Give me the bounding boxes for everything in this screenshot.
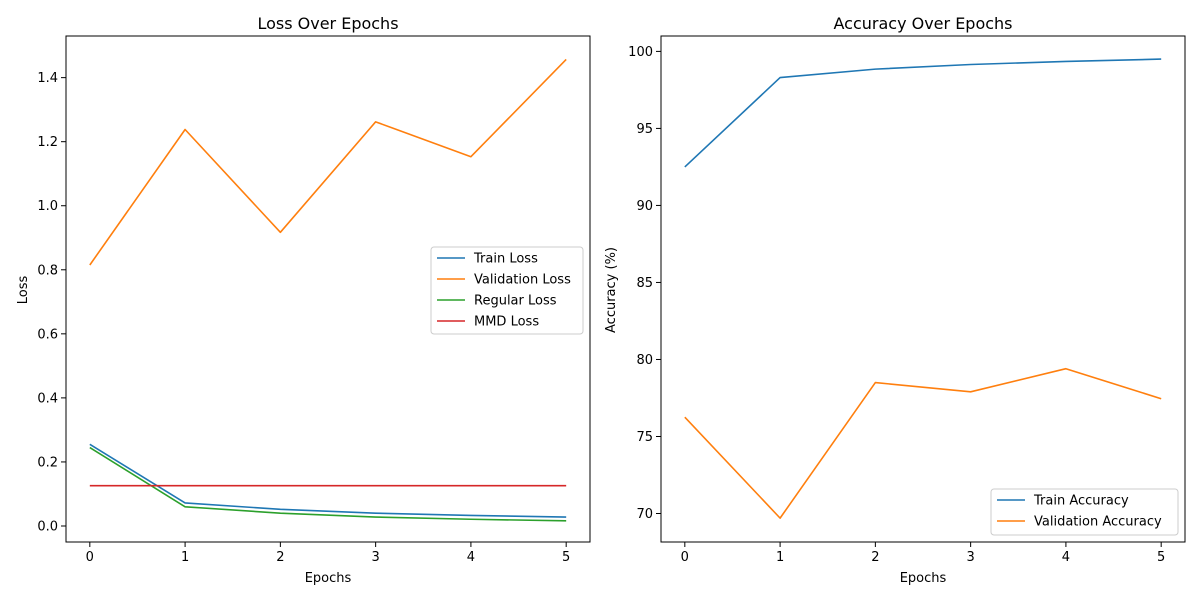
y-tick-label: 0.2 [37,455,58,470]
accuracy-chart-xlabel: Epochs [900,571,947,586]
y-tick-label: 1.0 [37,199,58,214]
y-tick-label: 70 [636,507,653,522]
series-line-validation-loss [89,58,567,266]
y-tick-label: 90 [636,199,653,214]
y-tick-label: 1.4 [37,71,58,86]
legend-box [990,488,1179,536]
y-tick-label: 95 [636,122,653,137]
loss-chart-series [89,58,567,522]
x-tick-label: 4 [1062,550,1070,565]
loss-chart-ylabel: Loss [16,276,31,305]
x-tick-label: 5 [562,550,570,565]
loss-chart-y-ticks: 0.0 0.2 0.4 0.6 0.8 1.0 1.2 1.4 [37,71,66,534]
series-line-validation-accuracy [684,367,1162,519]
legend-label: Validation Accuracy [1034,515,1162,530]
legend-label: Validation Loss [474,273,571,288]
loss-chart-title: Loss Over Epochs [257,14,398,33]
accuracy-chart-title: Accuracy Over Epochs [833,14,1012,33]
loss-chart-x-ticks: 0 1 2 3 4 5 [86,542,570,565]
accuracy-chart-x-ticks: 0 1 2 3 4 5 [681,542,1165,565]
legend-box [430,246,584,335]
x-tick-label: 1 [181,550,189,565]
x-tick-label: 4 [467,550,475,565]
x-tick-label: 5 [1157,550,1165,565]
y-tick-label: 85 [636,276,653,291]
accuracy-chart-series [684,58,1162,519]
y-tick-label: 1.2 [37,135,58,150]
series-line-train-loss [89,443,567,518]
loss-chart-legend: Train Loss Validation Loss Regular Loss MMD… [430,246,584,335]
y-tick-label: 100 [628,45,653,60]
y-tick-label: 0.8 [37,263,58,278]
accuracy-chart-ylabel: Accuracy (%) [604,247,619,333]
loss-chart-xlabel: Epochs [305,571,352,586]
legend-label: Train Accuracy [1033,494,1129,509]
y-tick-label: 0.0 [37,519,58,534]
y-tick-label: 75 [636,430,653,445]
legend-label: Regular Loss [474,294,557,309]
series-line-regular-loss [89,446,567,522]
series-line-train-accuracy [684,58,1162,168]
x-tick-label: 2 [871,550,879,565]
x-tick-label: 3 [371,550,379,565]
y-tick-label: 0.6 [37,327,58,342]
x-tick-label: 0 [681,550,689,565]
y-tick-label: 80 [636,353,653,368]
accuracy-chart-legend: Train Accuracy Validation Accuracy [990,488,1179,536]
x-tick-label: 2 [276,550,284,565]
x-tick-label: 3 [966,550,974,565]
legend-label: MMD Loss [474,315,539,330]
accuracy-chart-axes-frame [660,35,1186,543]
y-tick-label: 0.4 [37,391,58,406]
x-tick-label: 1 [776,550,784,565]
legend-label: Train Loss [473,252,538,267]
x-tick-label: 0 [86,550,94,565]
accuracy-chart-y-ticks: 70 75 80 85 90 95 100 [628,45,661,522]
accuracy-chart: Accuracy Over Epochs Epochs Accuracy (%)… [604,14,1186,586]
loss-chart-axes-frame [65,35,591,543]
